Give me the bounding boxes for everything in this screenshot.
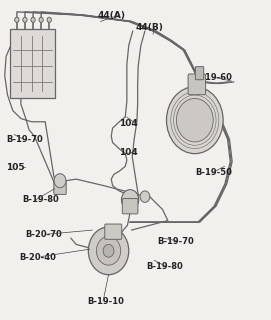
- Text: B-20-40: B-20-40: [20, 253, 56, 262]
- Circle shape: [47, 17, 51, 22]
- Text: B-19-80: B-19-80: [146, 262, 183, 271]
- Circle shape: [88, 227, 129, 275]
- Text: 104: 104: [119, 119, 138, 128]
- Text: 104: 104: [119, 148, 138, 156]
- Text: B-19-80: B-19-80: [22, 195, 59, 204]
- FancyBboxPatch shape: [10, 29, 55, 98]
- Text: B-19-50: B-19-50: [195, 168, 232, 177]
- Circle shape: [176, 99, 213, 142]
- Text: B-19-10: B-19-10: [87, 297, 124, 306]
- Text: 44(A): 44(A): [98, 11, 126, 20]
- Circle shape: [23, 17, 27, 22]
- FancyBboxPatch shape: [105, 224, 122, 239]
- Circle shape: [166, 87, 223, 154]
- Circle shape: [15, 17, 19, 22]
- Text: B-19-60: B-19-60: [195, 73, 232, 82]
- Circle shape: [54, 174, 66, 188]
- Text: B-20-70: B-20-70: [25, 230, 62, 239]
- FancyBboxPatch shape: [122, 198, 138, 214]
- Circle shape: [103, 244, 114, 257]
- Text: B-19-70: B-19-70: [6, 135, 43, 144]
- Circle shape: [39, 17, 43, 22]
- Text: 44(B): 44(B): [136, 23, 163, 32]
- Circle shape: [140, 191, 150, 202]
- Text: B-19-70: B-19-70: [157, 237, 194, 246]
- FancyBboxPatch shape: [54, 181, 66, 195]
- FancyBboxPatch shape: [195, 67, 204, 80]
- Circle shape: [96, 236, 121, 265]
- Circle shape: [121, 190, 139, 210]
- Circle shape: [31, 17, 35, 22]
- FancyBboxPatch shape: [188, 74, 206, 95]
- Text: 105: 105: [6, 164, 25, 172]
